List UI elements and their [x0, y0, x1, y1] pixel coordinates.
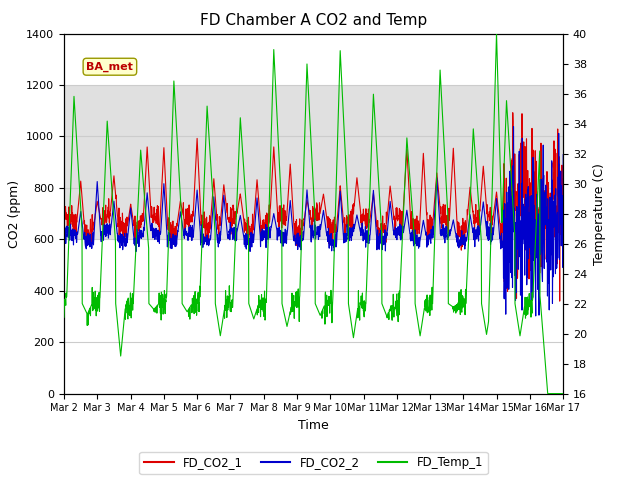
X-axis label: Time: Time [298, 419, 329, 432]
Legend: FD_CO2_1, FD_CO2_2, FD_Temp_1: FD_CO2_1, FD_CO2_2, FD_Temp_1 [140, 452, 488, 474]
Text: BA_met: BA_met [86, 61, 133, 72]
Title: FD Chamber A CO2 and Temp: FD Chamber A CO2 and Temp [200, 13, 428, 28]
Bar [64, 85, 563, 240]
Y-axis label: CO2 (ppm): CO2 (ppm) [8, 180, 20, 248]
Y-axis label: Temperature (C): Temperature (C) [593, 163, 605, 264]
